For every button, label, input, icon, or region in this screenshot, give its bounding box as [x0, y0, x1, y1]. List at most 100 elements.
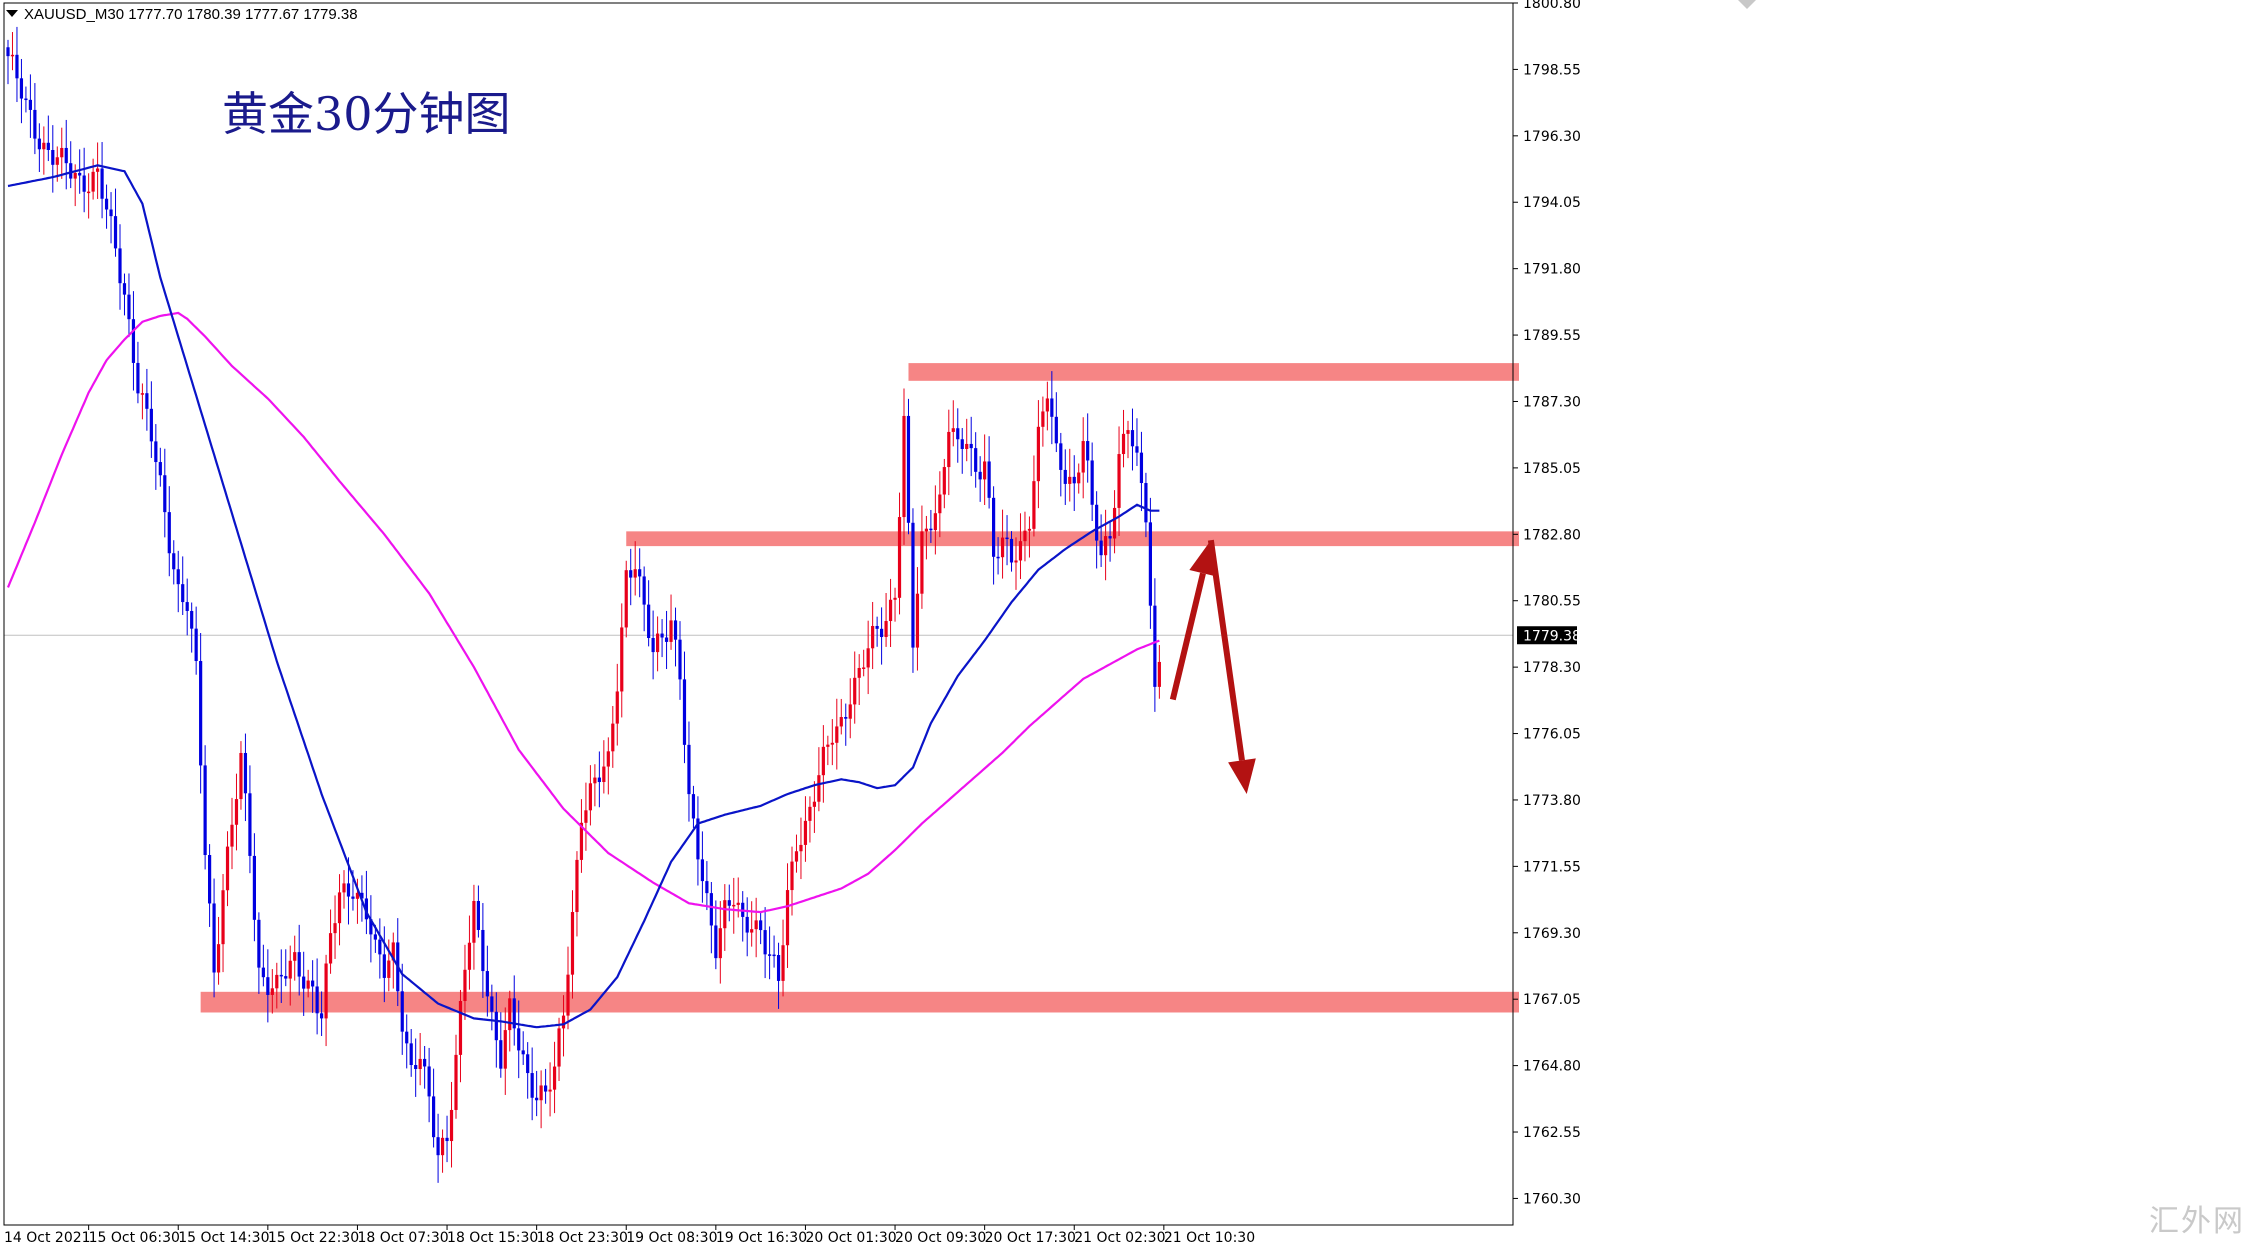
candle: [947, 409, 951, 496]
candle: [884, 592, 888, 647]
candle-body: [530, 1073, 534, 1098]
candle-body: [373, 934, 377, 940]
candle: [176, 550, 180, 613]
candle-body: [897, 517, 902, 598]
candle-body: [458, 1000, 463, 1055]
candle-body: [127, 294, 131, 320]
candle: [763, 907, 767, 979]
candle-body: [279, 974, 283, 977]
candle-body: [669, 620, 673, 642]
candle-body: [414, 1065, 418, 1070]
candle: [6, 39, 10, 85]
candle-body: [346, 883, 351, 897]
candle: [1018, 513, 1023, 580]
candle: [46, 115, 50, 162]
candle-body: [808, 806, 812, 821]
candle: [656, 616, 660, 672]
candle: [109, 192, 113, 244]
candle-body: [696, 818, 700, 860]
candle-body: [15, 54, 19, 79]
candle-body: [351, 896, 355, 899]
candle-body: [682, 679, 687, 745]
candle-body: [1090, 460, 1094, 505]
candle: [826, 735, 830, 766]
candle-body: [342, 883, 346, 893]
candle: [987, 436, 991, 509]
candle-body: [302, 976, 306, 989]
candle-body: [1121, 433, 1126, 455]
candle: [929, 509, 933, 543]
candle: [732, 877, 736, 934]
candle-body: [1054, 416, 1058, 444]
candle-body: [723, 900, 727, 929]
candle-body: [512, 998, 516, 1029]
candle-body: [570, 912, 575, 975]
shift-marker-icon[interactable]: [1738, 0, 1756, 9]
candle: [620, 603, 624, 718]
candle: [714, 900, 718, 970]
candle: [606, 737, 610, 795]
candle-body: [181, 584, 185, 603]
candle: [561, 995, 566, 1057]
candle: [664, 610, 669, 670]
candle: [951, 400, 955, 447]
candle-body: [360, 892, 364, 899]
candle: [1153, 578, 1157, 712]
candle-body: [91, 171, 95, 192]
candle: [1104, 509, 1108, 581]
candle-body: [490, 996, 494, 1012]
candle: [463, 944, 467, 1020]
candle: [1130, 408, 1135, 471]
candle-body: [1135, 446, 1139, 453]
price-tick-label: 1791.80: [1523, 262, 1581, 278]
candle: [799, 817, 803, 880]
candle: [346, 857, 351, 925]
candle-body: [965, 443, 969, 449]
candle: [1157, 645, 1161, 699]
candle: [718, 901, 722, 984]
candle: [651, 610, 655, 680]
candle: [853, 651, 857, 724]
candle-body: [1139, 452, 1144, 484]
candle: [212, 878, 216, 998]
candle-body: [561, 1015, 566, 1029]
candle: [570, 890, 575, 999]
candle-body: [835, 726, 839, 743]
candle: [230, 797, 234, 870]
candle-body: [951, 428, 955, 432]
candle-body: [687, 744, 691, 795]
candle: [1099, 514, 1103, 567]
candle: [181, 556, 185, 616]
time-tick-label: 15 Oct 06:30: [89, 1230, 180, 1246]
direction-arrow: [1207, 539, 1256, 795]
candle: [978, 456, 982, 502]
candle-body: [1041, 411, 1045, 427]
candle-body: [1000, 537, 1005, 558]
time-tick-label: 15 Oct 22:30: [268, 1230, 359, 1246]
candle: [1014, 537, 1018, 590]
candle-body: [566, 974, 570, 1016]
candle: [333, 895, 337, 959]
candle-body: [821, 746, 825, 776]
price-tick-label: 1767.05: [1523, 992, 1581, 1008]
candle-body: [942, 467, 946, 495]
price-tick-label: 1778.30: [1523, 660, 1581, 676]
candle-body: [391, 942, 395, 961]
candle-body: [552, 1066, 557, 1090]
time-tick-label: 21 Oct 02:30: [1074, 1230, 1165, 1246]
candle-body: [611, 723, 615, 752]
candle-body: [1032, 481, 1036, 529]
candle-body: [557, 1028, 561, 1067]
candle-body: [1027, 528, 1032, 531]
candle: [279, 949, 283, 1003]
candle-body: [718, 928, 722, 959]
candle: [225, 831, 230, 907]
candle: [1050, 371, 1054, 445]
candle-body: [1086, 441, 1090, 461]
candle-body: [46, 142, 50, 150]
candle: [163, 448, 167, 538]
candle-body: [579, 822, 584, 860]
symbol-dropdown-icon[interactable]: [6, 10, 18, 17]
